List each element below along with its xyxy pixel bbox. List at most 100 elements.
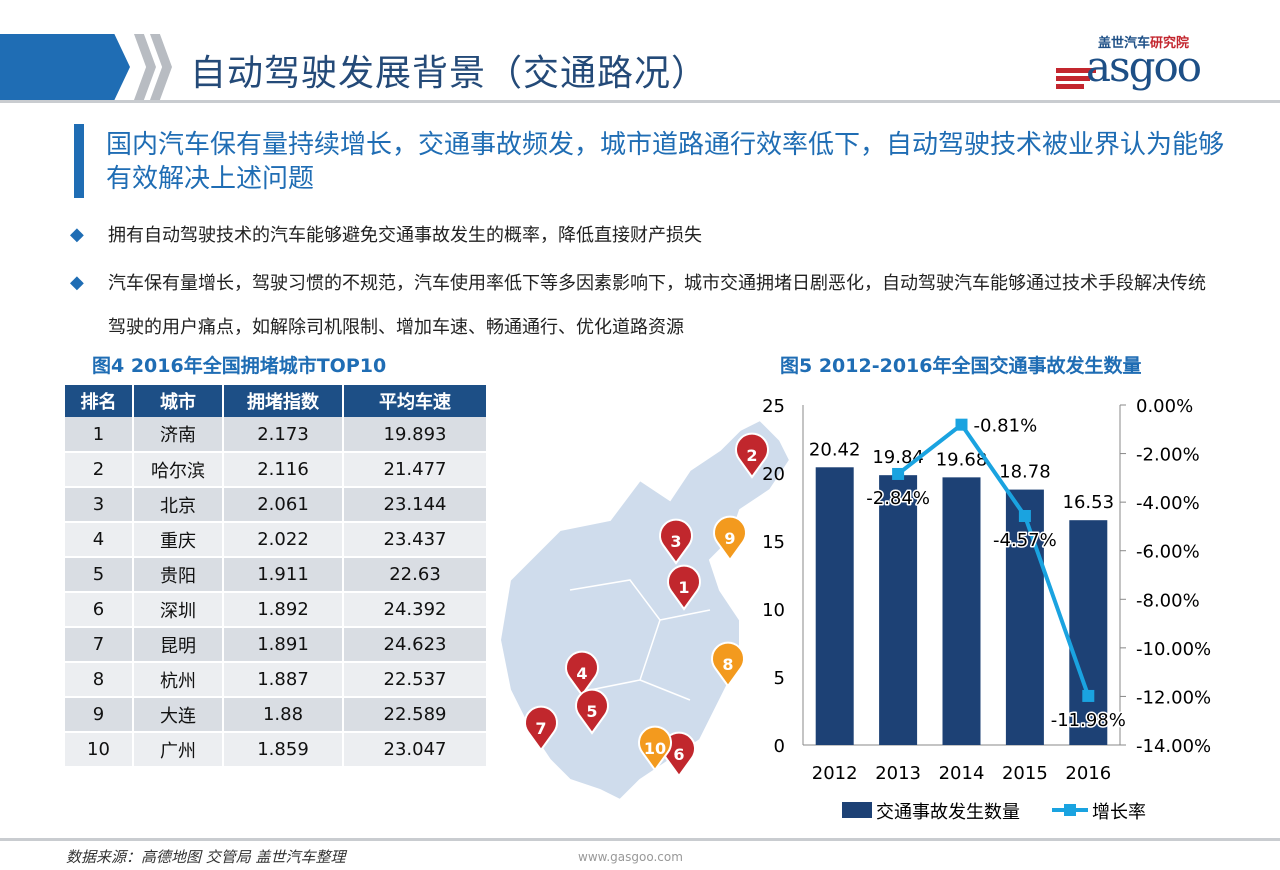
table-cell: 24.392 [343,592,488,628]
table-cell: 7 [65,627,134,663]
table-cell: 2.173 [223,417,344,453]
map-pin-icon: 2 [735,432,769,479]
y-tick-label: 5 [774,668,785,689]
table-cell: 1.859 [223,732,344,768]
bar-label: 19.68 [936,449,988,470]
table-cell: 4 [65,522,134,558]
table-row: 2 哈尔滨 2.116 21.477 [65,452,488,488]
table-cell: 大连 [133,697,224,733]
table-row: 10 广州 1.859 23.047 [65,732,488,768]
table-cell: 23.144 [343,487,488,523]
y2-tick-label: -12.00% [1136,687,1211,708]
table-row: 4 重庆 2.022 23.437 [65,522,488,558]
map-pin-label: 4 [576,664,587,683]
table-cell: 2 [65,452,134,488]
x-tick-label: 2013 [875,763,921,784]
table-cell: 3 [65,487,134,523]
bar [879,475,918,745]
bar-label: 16.53 [1063,492,1115,513]
data-source: 数据来源：高德地图 交管局 盖世汽车整理 [66,848,346,866]
table-row: 1 济南 2.173 19.893 [65,417,488,453]
x-tick-label: 2014 [939,763,985,784]
map-pin-label: 9 [724,529,735,548]
table-cell: 22.589 [343,697,488,733]
map-pin-label: 2 [746,446,757,465]
y-tick-label: 0 [774,736,785,757]
map-pin-label: 3 [670,532,681,551]
gasgoo-logo: 盖世汽车研究院 asgoo [1056,32,1256,96]
map-pin-icon: 3 [659,518,693,565]
legend-bar-swatch [842,802,872,818]
fig4-title: 图4 2016年全国拥堵城市TOP10 [92,355,387,377]
footer-divider [0,838,1280,841]
table-cell: 昆明 [133,627,224,663]
headline: 国内汽车保有量持续增长，交通事故频发，城市道路通行效率低下，自动驾驶技术被业界认… [106,130,1225,194]
table-row: 8 杭州 1.887 22.537 [65,662,488,698]
column-header: 平均车速 [343,385,488,417]
bar [1069,520,1108,745]
legend-line-swatch [1064,804,1076,816]
table-cell: 1.892 [223,592,344,628]
table-cell: 9 [65,697,134,733]
map-pin-label: 6 [673,745,684,764]
map-pin-icon: 8 [711,641,745,688]
column-header: 城市 [133,385,224,417]
table-row: 7 昆明 1.891 24.623 [65,627,488,663]
map-pin-icon: 10 [638,725,672,772]
legend-label: 增长率 [1092,802,1146,823]
table-cell: 1.911 [223,557,344,593]
line-label: -4.57% [993,530,1057,551]
table-cell: 23.047 [343,732,488,768]
table-cell: 10 [65,732,134,768]
line-point [955,418,968,431]
bar [1005,489,1044,745]
y-tick-label: 20 [762,464,785,485]
table-cell: 24.623 [343,627,488,663]
header-arrow-bar [0,34,130,100]
china-map: 1 2 3 4 5 6 7 8 9 10 [498,418,792,802]
line-point [1082,689,1095,702]
table-row: 3 北京 2.061 23.144 [65,487,488,523]
line-label: -11.98% [1051,710,1126,731]
y2-tick-label: -6.00% [1136,542,1200,563]
y2-tick-label: -4.00% [1136,493,1200,514]
map-pin-icon: 7 [524,705,558,752]
map-pin-icon: 9 [713,515,747,562]
diamond-icon: ◆ [70,224,84,245]
fig5-title: 图5 2012-2016年全国交通事故发生数量 [780,355,1142,377]
x-tick-label: 2016 [1065,763,1111,784]
x-tick-label: 2015 [1002,763,1048,784]
table-cell: 21.477 [343,452,488,488]
table-cell: 深圳 [133,592,224,628]
table-cell: 5 [65,557,134,593]
line-point [1018,509,1031,522]
congestion-table: 排名 城市 拥堵指数 平均车速 1 济南 2.173 19.893 2 哈尔滨 2.116 21.4… [65,385,488,768]
column-header: 排名 [65,385,134,417]
table-cell: 2.116 [223,452,344,488]
map-pin-label: 7 [535,719,546,738]
map-pin-label: 5 [586,702,597,721]
y2-tick-label: -8.00% [1136,590,1200,611]
table-cell: 22.537 [343,662,488,698]
table-cell: 23.437 [343,522,488,558]
map-pin-label: 10 [644,739,666,758]
y2-tick-label: -2.00% [1136,445,1200,466]
y2-tick-label: -14.00% [1136,736,1211,757]
y-tick-label: 10 [762,600,785,621]
table-cell: 重庆 [133,522,224,558]
bar-label: 18.78 [999,462,1051,483]
table-cell: 1.887 [223,662,344,698]
line-label: -2.84% [866,488,930,509]
y-tick-label: 15 [762,532,785,553]
column-header: 拥堵指数 [223,385,344,417]
table-cell: 2.061 [223,487,344,523]
map-pin-icon: 5 [575,688,609,735]
headline-accent-bar [74,124,84,198]
map-pin-label: 1 [678,578,689,597]
y2-tick-label: 0.00% [1136,396,1193,417]
table-cell: 杭州 [133,662,224,698]
y-tick-label: 25 [762,396,785,417]
table-cell: 1.88 [223,697,344,733]
accident-chart: 0 5 10 15 20 25 0.00% -2.00% -4.00% -6.00% -8.00% -… [762,396,1211,823]
table-cell: 北京 [133,487,224,523]
